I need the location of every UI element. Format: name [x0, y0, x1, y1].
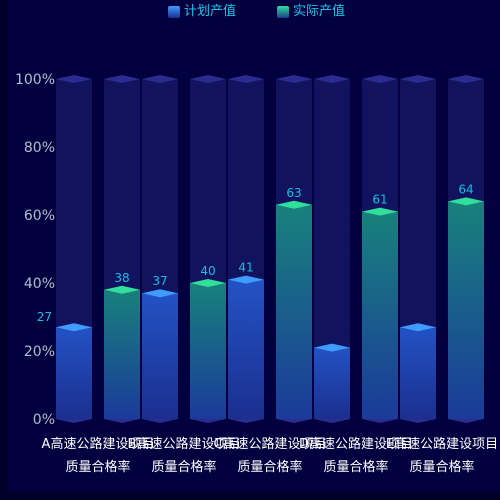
plan-value-label: 37: [152, 274, 167, 288]
y-tick-label: 60%: [24, 208, 55, 224]
y-tick-label: 100%: [15, 72, 55, 88]
actual-value-label: 38: [114, 271, 129, 285]
legend-item-plan[interactable]: 计划产值: [168, 2, 236, 22]
actual-bar: [276, 204, 312, 419]
background-bar-top: [400, 75, 436, 83]
category-label-line1: B高速公路建设项目: [128, 436, 241, 452]
background-bar-top: [448, 75, 484, 83]
plan-bar-top: [56, 323, 92, 332]
category-label-line2: 质量合格率: [237, 459, 302, 475]
actual-value-label: 40: [200, 264, 215, 278]
actual-value-label: 63: [286, 186, 301, 200]
plan-value-label: 27: [37, 310, 52, 324]
y-tick-label: 40%: [24, 276, 55, 292]
background-bar-top: [228, 75, 264, 83]
category-label-line1: A高速公路建设项目: [42, 436, 155, 452]
plan-bar-top: [228, 275, 264, 284]
background-bar-top: [56, 75, 92, 83]
actual-bar-top: [104, 285, 140, 294]
category-label-line2: 质量合格率: [323, 459, 388, 475]
actual-bar: [190, 283, 226, 419]
legend-label-actual: 实际产值: [293, 4, 346, 19]
background-bar-top: [190, 75, 226, 83]
category-label-line1: D高速公路建设项目: [299, 436, 413, 452]
left-edge: [0, 0, 8, 500]
background-bar-top: [276, 75, 312, 83]
category-label-line2: 质量合格率: [409, 459, 474, 475]
actual-bar-top: [448, 197, 484, 206]
y-tick-label: 0%: [33, 412, 55, 428]
y-tick-label: 80%: [24, 140, 55, 156]
plan-bar: [142, 293, 178, 419]
legend-swatch-actual: [277, 6, 289, 18]
plan-bar-top: [314, 343, 350, 352]
plan-value-label: 41: [238, 261, 253, 275]
actual-value-label: 61: [372, 193, 387, 207]
plan-bar-top: [400, 323, 436, 332]
actual-value-label: 64: [458, 182, 473, 196]
category-label-line2: 质量合格率: [65, 459, 130, 475]
legend-swatch-plan: [168, 6, 180, 18]
y-tick-label: 20%: [24, 344, 55, 360]
background-bar-top: [104, 75, 140, 83]
chart-legend: 计划产值 实际产值: [0, 2, 500, 22]
category-label-line1: E高速公路建设项目: [386, 436, 498, 452]
plan-bar: [56, 327, 92, 419]
actual-bar-top: [276, 200, 312, 209]
plan-bar-top: [142, 289, 178, 298]
legend-item-actual[interactable]: 实际产值: [277, 2, 345, 22]
background-bar-top: [142, 75, 178, 83]
legend-label-plan: 计划产值: [184, 4, 237, 19]
plan-bar: [228, 279, 264, 419]
background-bar-top: [362, 75, 398, 83]
actual-bar: [448, 201, 484, 419]
actual-bar: [362, 211, 398, 419]
actual-bar-top: [362, 207, 398, 216]
actual-bar-top: [190, 279, 226, 287]
bottom-edge: [0, 492, 500, 500]
plan-bar: [314, 347, 350, 419]
actual-bar: [104, 289, 140, 419]
plan-bar: [400, 327, 436, 419]
background-bar-top: [314, 75, 350, 83]
category-label-line1: C高速公路建设项目: [213, 436, 326, 452]
category-label-line2: 质量合格率: [151, 459, 216, 475]
